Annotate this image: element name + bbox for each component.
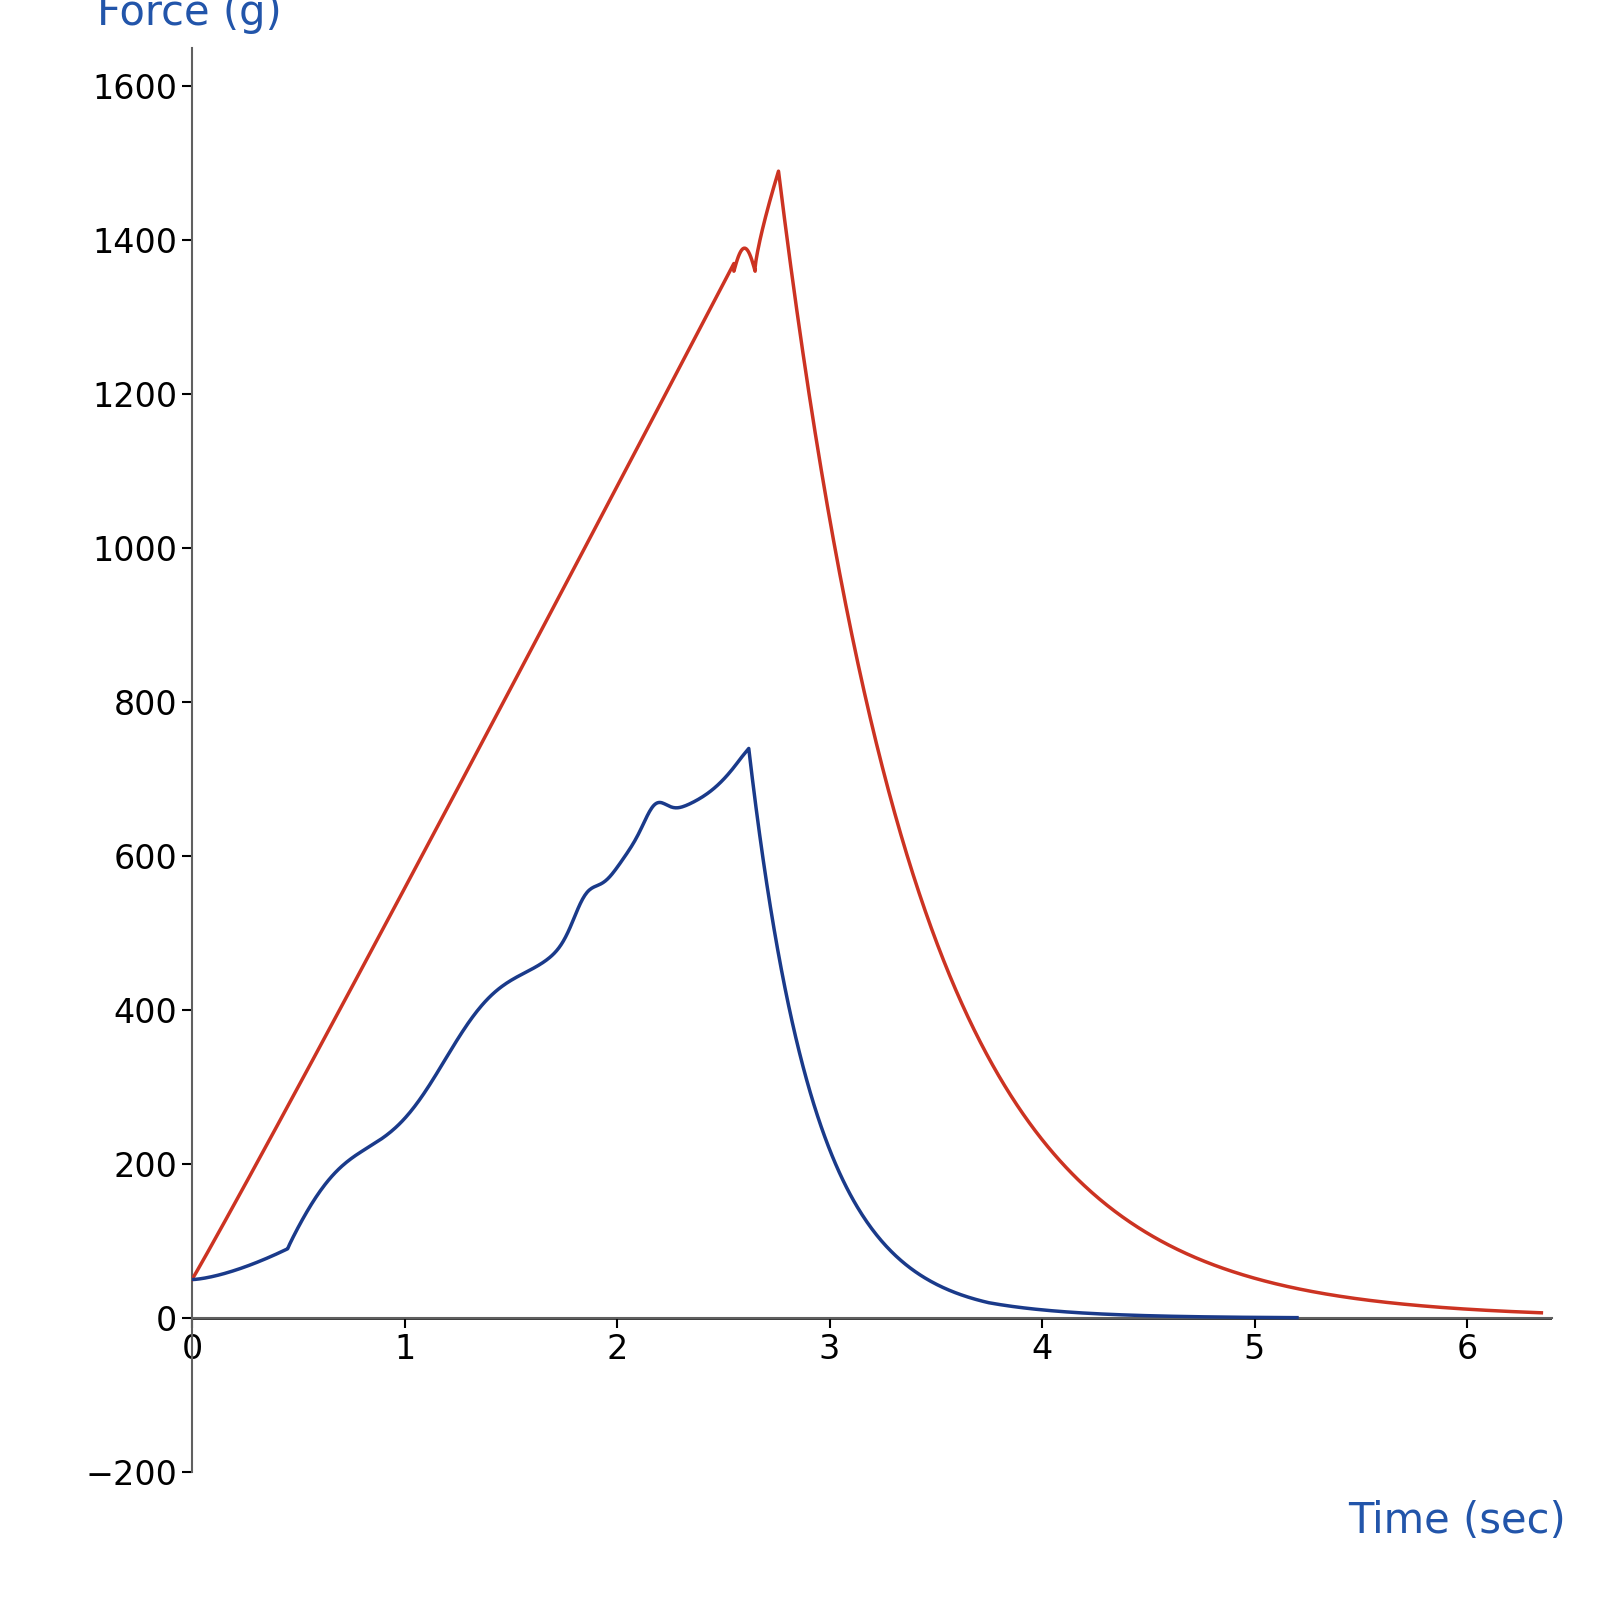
X-axis label: Time (sec): Time (sec)	[1347, 1501, 1565, 1542]
Y-axis label: Force (g): Force (g)	[96, 0, 282, 34]
